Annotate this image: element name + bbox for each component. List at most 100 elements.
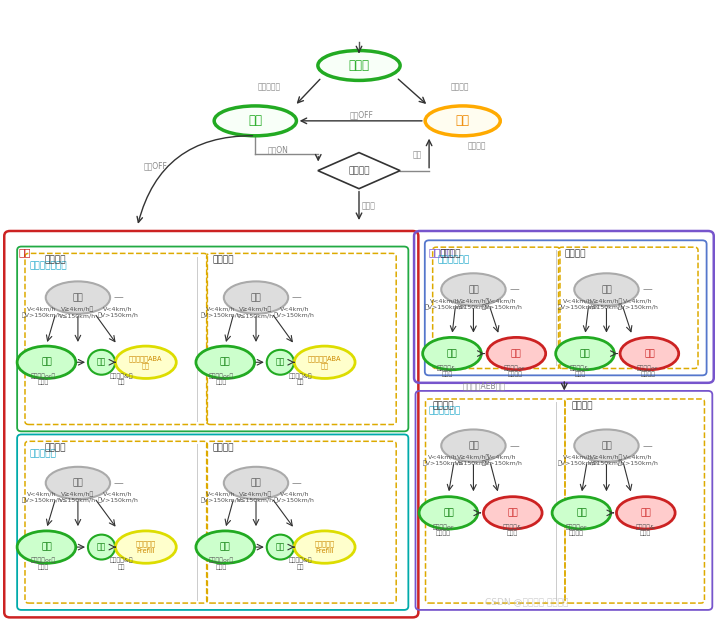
Text: 静止目标: 静止目标: [439, 249, 461, 258]
Text: V≥4km/h且
V≤150km/h: V≥4km/h且 V≤150km/h: [238, 307, 274, 318]
Text: 制动: 制动: [276, 542, 285, 552]
Text: 满足制动&
无制控: 满足制动& 无制控: [437, 365, 457, 377]
Text: 故障恢复: 故障恢复: [467, 141, 486, 150]
Text: V≥4km/h且
V≤150km/h: V≥4km/h且 V≤150km/h: [455, 454, 492, 466]
Ellipse shape: [574, 273, 638, 306]
Ellipse shape: [266, 350, 294, 375]
Text: —: —: [292, 292, 302, 302]
Text: 待机: 待机: [251, 479, 261, 488]
Ellipse shape: [224, 467, 288, 499]
Ellipse shape: [483, 497, 542, 529]
Ellipse shape: [574, 429, 638, 462]
Text: 满足进入AEB条件: 满足进入AEB条件: [462, 381, 505, 391]
Text: 满足制动&
无制控: 满足制动& 无制控: [636, 524, 656, 536]
Text: 触发、发送ABA
等级: 触发、发送ABA 等级: [129, 355, 162, 369]
Text: 故障: 故障: [456, 114, 470, 128]
Text: V≥4km/h且
V≤150km/h: V≥4km/h且 V≤150km/h: [238, 492, 274, 503]
Text: V<4km/h
或V>150km/h: V<4km/h 或V>150km/h: [617, 454, 658, 466]
Ellipse shape: [224, 281, 288, 314]
Text: V<4km/h
或V>150km/h: V<4km/h 或V>150km/h: [557, 298, 598, 309]
Text: 运动目标: 运动目标: [213, 256, 234, 265]
Text: —: —: [292, 478, 302, 488]
Text: V<4km/h
或V>150km/h: V<4km/h 或V>150km/h: [274, 307, 315, 318]
Text: 故障: 故障: [413, 151, 422, 159]
Text: 待机: 待机: [73, 479, 83, 488]
Text: V≥4km/h且
V≤150km/h: V≥4km/h且 V≤150km/h: [588, 454, 625, 466]
Ellipse shape: [196, 531, 255, 563]
Text: 静止目标: 静止目标: [433, 401, 454, 411]
Text: 制动结果or
触发制制: 制动结果or 触发制制: [566, 524, 587, 536]
Ellipse shape: [116, 346, 176, 379]
Text: V<4km/h
或V>150km/h: V<4km/h 或V>150km/h: [617, 298, 658, 309]
Text: V<4km/h
或V>150km/h: V<4km/h 或V>150km/h: [274, 491, 315, 503]
Text: V<4km/h
或V>150km/h: V<4km/h 或V>150km/h: [22, 307, 62, 318]
Text: 激活: 激活: [447, 349, 457, 358]
Ellipse shape: [423, 338, 481, 370]
Ellipse shape: [294, 346, 355, 379]
Text: V≥4km/h且
V≤150km/h: V≥4km/h且 V≤150km/h: [60, 492, 96, 503]
Text: V<4km/h
或V>150km/h: V<4km/h 或V>150km/h: [482, 454, 523, 466]
Text: 预警结果or触
发制制: 预警结果or触 发制制: [30, 558, 55, 570]
Ellipse shape: [294, 531, 355, 563]
Text: 制动: 制动: [97, 357, 106, 367]
Text: 满足制动&
无制控: 满足制动& 无制控: [570, 365, 590, 377]
Text: 制动结果or
触发制制: 制动结果or 触发制制: [433, 524, 454, 536]
Text: 满足预警&无
制控: 满足预警&无 制控: [110, 558, 134, 570]
Ellipse shape: [556, 338, 615, 370]
Text: 激活: 激活: [220, 542, 230, 552]
Text: —: —: [509, 284, 519, 294]
Text: 制动结果or
触发制制: 制动结果or 触发制制: [637, 365, 658, 377]
Text: 预警结果or触
发制制: 预警结果or触 发制制: [209, 373, 234, 385]
Text: 自检故障: 自检故障: [451, 82, 469, 92]
Text: 激活: 激活: [41, 357, 52, 367]
Ellipse shape: [318, 51, 400, 81]
Text: V<4km/h
或V>150km/h: V<4km/h 或V>150km/h: [22, 491, 62, 503]
Text: 待机: 待机: [601, 441, 612, 450]
Text: 无故障: 无故障: [361, 201, 376, 210]
Ellipse shape: [214, 106, 297, 136]
Text: V<4km/h
或V>150km/h: V<4km/h 或V>150km/h: [482, 298, 523, 309]
Text: 满足预警&无
制控: 满足预警&无 制控: [289, 558, 312, 570]
Text: 预警结果or触
发制制: 预警结果or触 发制制: [209, 558, 234, 570]
Text: 自动紧急制动: 自动紧急制动: [429, 406, 461, 415]
Ellipse shape: [552, 497, 611, 529]
Text: 运动目标: 运动目标: [213, 444, 234, 452]
Ellipse shape: [442, 429, 505, 462]
Ellipse shape: [46, 467, 110, 499]
Text: CSDN @保持理智·相信未来: CSDN @保持理智·相信未来: [485, 598, 569, 606]
Text: V≥4km/h且
V≤150km/h: V≥4km/h且 V≤150km/h: [455, 298, 492, 309]
Text: —: —: [509, 441, 519, 451]
Ellipse shape: [425, 106, 500, 136]
Text: 激活: 激活: [443, 508, 454, 518]
Text: V≥4km/h且
V≤150km/h: V≥4km/h且 V≤150km/h: [588, 298, 625, 309]
Text: 制动: 制动: [97, 542, 106, 552]
Text: 静止目标: 静止目标: [45, 256, 66, 265]
Text: V<4km/h
或V>150km/h: V<4km/h 或V>150km/h: [424, 298, 465, 309]
Ellipse shape: [17, 346, 76, 379]
Ellipse shape: [419, 497, 477, 529]
Text: —: —: [114, 478, 123, 488]
Text: 触发、发送
Prefill: 触发、发送 Prefill: [136, 540, 156, 554]
Text: 初始化: 初始化: [348, 59, 370, 72]
Ellipse shape: [88, 534, 115, 559]
Text: 操作OFF: 操作OFF: [349, 111, 373, 120]
Text: V<4km/h
或V>150km/h: V<4km/h 或V>150km/h: [200, 307, 241, 318]
Text: V<4km/h
或V>150km/h: V<4km/h 或V>150km/h: [98, 307, 139, 318]
Text: 运动目标: 运动目标: [572, 401, 593, 411]
Ellipse shape: [617, 497, 675, 529]
Text: V<4km/h
或V>150km/h: V<4km/h 或V>150km/h: [200, 491, 241, 503]
Text: 满足预警&无
制控: 满足预警&无 制控: [110, 373, 134, 385]
Text: 制动结果or
触发制制: 制动结果or 触发制制: [504, 365, 526, 377]
Text: 制动预填充: 制动预填充: [30, 449, 57, 458]
Text: 满足制动&
无制控: 满足制动& 无制控: [503, 524, 523, 536]
Text: 制动: 制动: [276, 357, 285, 367]
Text: 运动目标: 运动目标: [564, 249, 586, 258]
Text: 预警结果or触
发制制: 预警结果or触 发制制: [30, 373, 55, 385]
Text: 故障判断: 故障判断: [348, 166, 370, 175]
Ellipse shape: [46, 281, 110, 314]
Ellipse shape: [266, 534, 294, 559]
Text: 待机: 待机: [601, 285, 612, 294]
Text: 激活: 激活: [41, 542, 52, 552]
Text: 制动: 制动: [511, 349, 522, 358]
Text: 自检无故障: 自检无故障: [258, 82, 281, 92]
